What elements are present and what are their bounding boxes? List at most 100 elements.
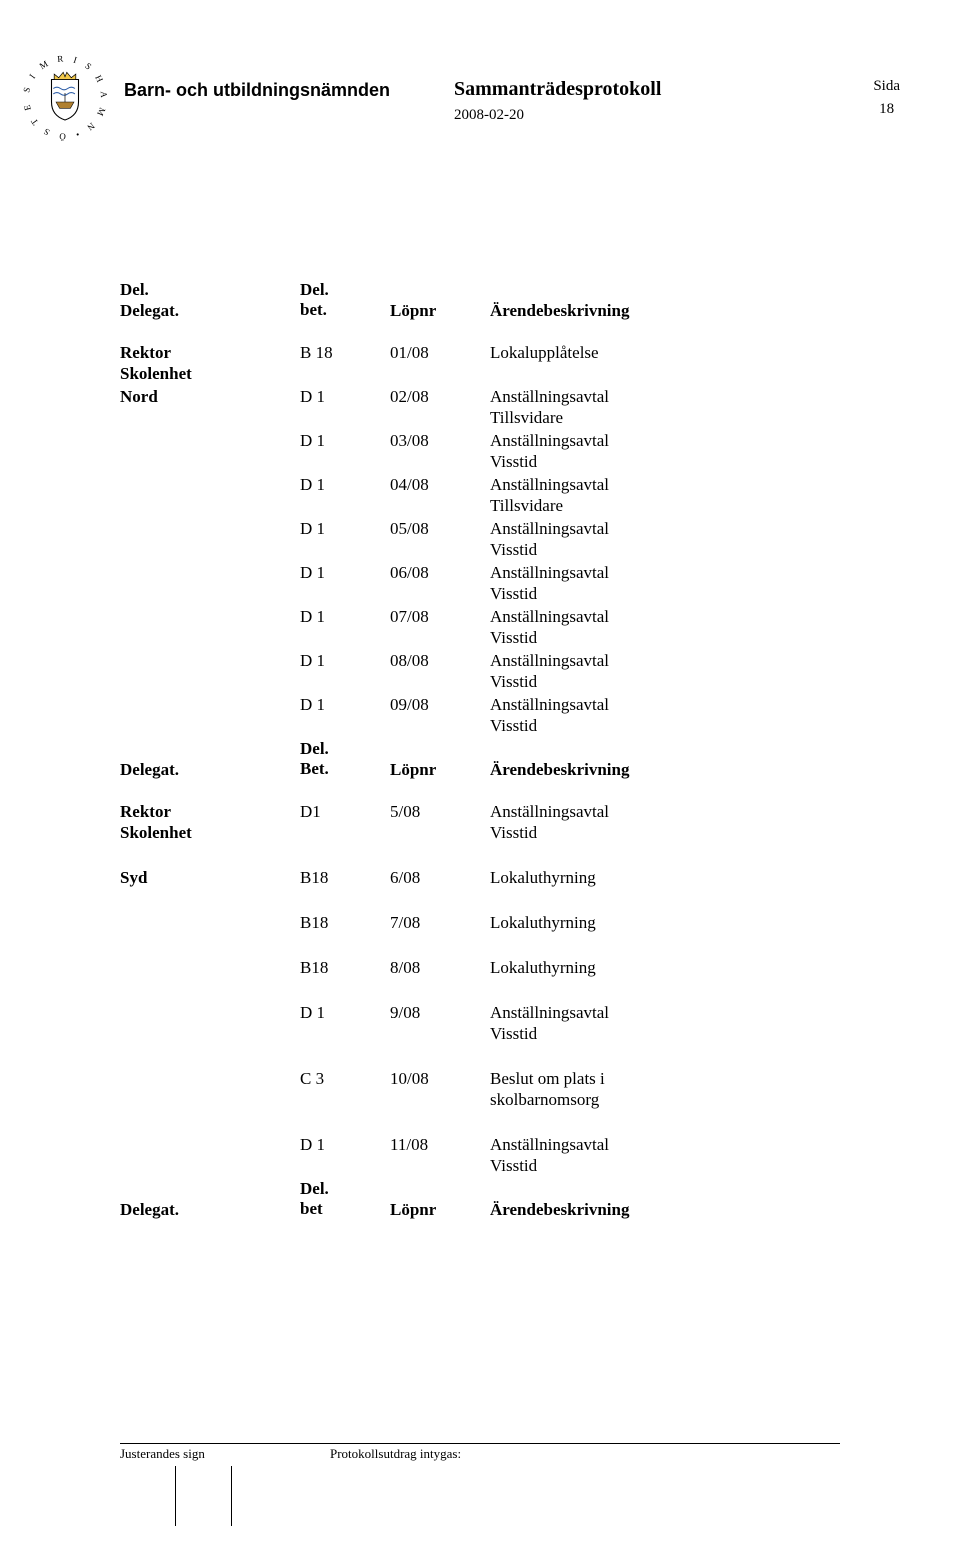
desc-line: Anställningsavtal	[490, 1135, 840, 1156]
role-cell: RektorSkolenhet	[120, 343, 300, 385]
desc-cell: AnställningsavtalVisstid	[490, 431, 840, 473]
desc-line: Visstid	[490, 584, 840, 605]
lopnr-cell: 11/08	[390, 1135, 490, 1155]
desc-line: Anställningsavtal	[490, 475, 840, 496]
bet-label-2: Bet.	[300, 759, 390, 779]
role-line: Rektor	[120, 343, 300, 364]
lopnr-cell: 02/08	[390, 387, 490, 407]
table-row: D 108/08AnställningsavtalVisstid	[120, 651, 840, 693]
table-row: RektorSkolenhetD15/08AnställningsavtalVi…	[120, 802, 840, 844]
code-cell: D 1	[300, 1135, 390, 1155]
center-header: Sammanträdesprotokoll 2008-02-20	[454, 78, 661, 124]
desc-cell: AnställningsavtalVisstid	[490, 607, 840, 649]
lopnr-cell: 10/08	[390, 1069, 490, 1089]
desc-line: Beslut om plats i	[490, 1069, 840, 1090]
lopnr-cell: 05/08	[390, 519, 490, 539]
protocol-date: 2008-02-20	[454, 107, 661, 124]
role-line: Skolenhet	[120, 823, 300, 844]
desc-line: Anställningsavtal	[490, 519, 840, 540]
table-row: C 310/08Beslut om plats iskolbarnomsorg	[120, 1069, 840, 1111]
desc-line: Visstid	[490, 1024, 840, 1045]
bottom-header-row: Delegat. Del. bet Löpnr Ärendebeskrivnin…	[120, 1179, 840, 1220]
footer-line	[120, 1443, 840, 1444]
del-label-3: Del.	[300, 739, 390, 759]
table-header-row-2: Delegat. Del. bet. Löpnr Ärendebeskrivni…	[120, 280, 840, 321]
desc-line: skolbarnomsorg	[490, 1090, 840, 1111]
desc-line	[490, 364, 840, 385]
desc-line: Tillsvidare	[490, 408, 840, 429]
desc-line: Anställningsavtal	[490, 431, 840, 452]
desc-line: Lokaluthyrning	[490, 868, 840, 889]
desc-cell: AnställningsavtalVisstid	[490, 695, 840, 737]
page-number: 18	[873, 101, 900, 118]
code-cell: D 1	[300, 387, 390, 407]
lopnr-cell: 01/08	[390, 343, 490, 363]
desc-line: Lokalupplåtelse	[490, 343, 840, 364]
lopnr-cell: 8/08	[390, 958, 490, 978]
desc-cell: AnställningsavtalVisstid	[490, 1135, 840, 1177]
desc-line: Visstid	[490, 628, 840, 649]
role-line: Rektor	[120, 802, 300, 823]
lopnr-cell: 06/08	[390, 563, 490, 583]
content-area: Del. Delegat. Del. bet. Löpnr Ärendebesk…	[120, 280, 840, 1220]
role-cell: Syd	[120, 868, 300, 889]
code-cell: D 1	[300, 607, 390, 627]
delegat-label-2: Delegat.	[120, 760, 300, 780]
table-row: D 19/08AnställningsavtalVisstid	[120, 1003, 840, 1045]
role-line: Syd	[120, 868, 300, 889]
code-cell: D 1	[300, 475, 390, 495]
table-row: D 109/08AnställningsavtalVisstid	[120, 695, 840, 737]
code-cell: D 1	[300, 651, 390, 671]
sida-label: Sida	[873, 78, 900, 95]
crest-logo: S I M R I S H A M N • Ö S T E R L E N •	[20, 50, 110, 145]
sign-box	[232, 1466, 287, 1526]
del-label-4: Del.	[300, 1179, 390, 1199]
lopnr-cell: 6/08	[390, 868, 490, 888]
page: S I M R I S H A M N • Ö S T E R L E N • …	[0, 0, 960, 1556]
role-cell: Nord	[120, 387, 300, 408]
code-cell: D 1	[300, 695, 390, 715]
mid-header-row: Delegat. Del. Bet. Löpnr Ärendebeskrivni…	[120, 739, 840, 780]
code-cell: D 1	[300, 431, 390, 451]
desc-cell: Lokaluthyrning	[490, 958, 840, 979]
section-nord: RektorSkolenhetB 1801/08Lokalupplåtelse N…	[120, 343, 840, 737]
code-cell: B18	[300, 913, 390, 933]
desc-line: Visstid	[490, 716, 840, 737]
footer-row: Justerandes sign Protokollsutdrag intyga…	[120, 1446, 840, 1462]
code-cell: D 1	[300, 563, 390, 583]
code-cell: D1	[300, 802, 390, 822]
footer-right-label: Protokollsutdrag intygas:	[330, 1446, 461, 1462]
delegat-label: Delegat.	[120, 301, 300, 321]
lopnr-cell: 7/08	[390, 913, 490, 933]
desc-cell: AnställningsavtalVisstid	[490, 651, 840, 693]
lopnr-cell: 5/08	[390, 802, 490, 822]
desc-cell: Beslut om plats iskolbarnomsorg	[490, 1069, 840, 1111]
lopnr-cell: 07/08	[390, 607, 490, 627]
desc-cell: Lokaluthyrning	[490, 868, 840, 889]
desc-line: Visstid	[490, 452, 840, 473]
lopnr-label-2: Löpnr	[390, 760, 490, 780]
code-cell: B18	[300, 868, 390, 888]
code-cell: B18	[300, 958, 390, 978]
footer-sign-boxes	[120, 1466, 840, 1526]
role-cell: RektorSkolenhet	[120, 802, 300, 844]
protocol-title: Sammanträdesprotokoll	[454, 78, 661, 101]
table-row: SydB186/08Lokaluthyrning	[120, 868, 840, 889]
desc-line: Anställningsavtal	[490, 607, 840, 628]
lopnr-label-3: Löpnr	[390, 1200, 490, 1220]
code-cell: D 1	[300, 1003, 390, 1023]
desc-line: Visstid	[490, 1156, 840, 1177]
desc-line: Tillsvidare	[490, 496, 840, 517]
desc-line: Anställningsavtal	[490, 1003, 840, 1024]
desc-cell: AnställningsavtalVisstid	[490, 802, 840, 844]
lopnr-cell: 04/08	[390, 475, 490, 495]
table-row: D 105/08AnställningsavtalVisstid	[120, 519, 840, 561]
table-row: B187/08Lokaluthyrning	[120, 913, 840, 934]
desc-cell: AnställningsavtalTillsvidare	[490, 387, 840, 429]
desc-cell: AnställningsavtalVisstid	[490, 519, 840, 561]
section-syd: RektorSkolenhetD15/08AnställningsavtalVi…	[120, 802, 840, 1177]
desc-line: Anställningsavtal	[490, 563, 840, 584]
desc-line: Lokaluthyrning	[490, 913, 840, 934]
right-header: Sida 18	[873, 78, 900, 118]
code-cell: B 18	[300, 343, 390, 363]
